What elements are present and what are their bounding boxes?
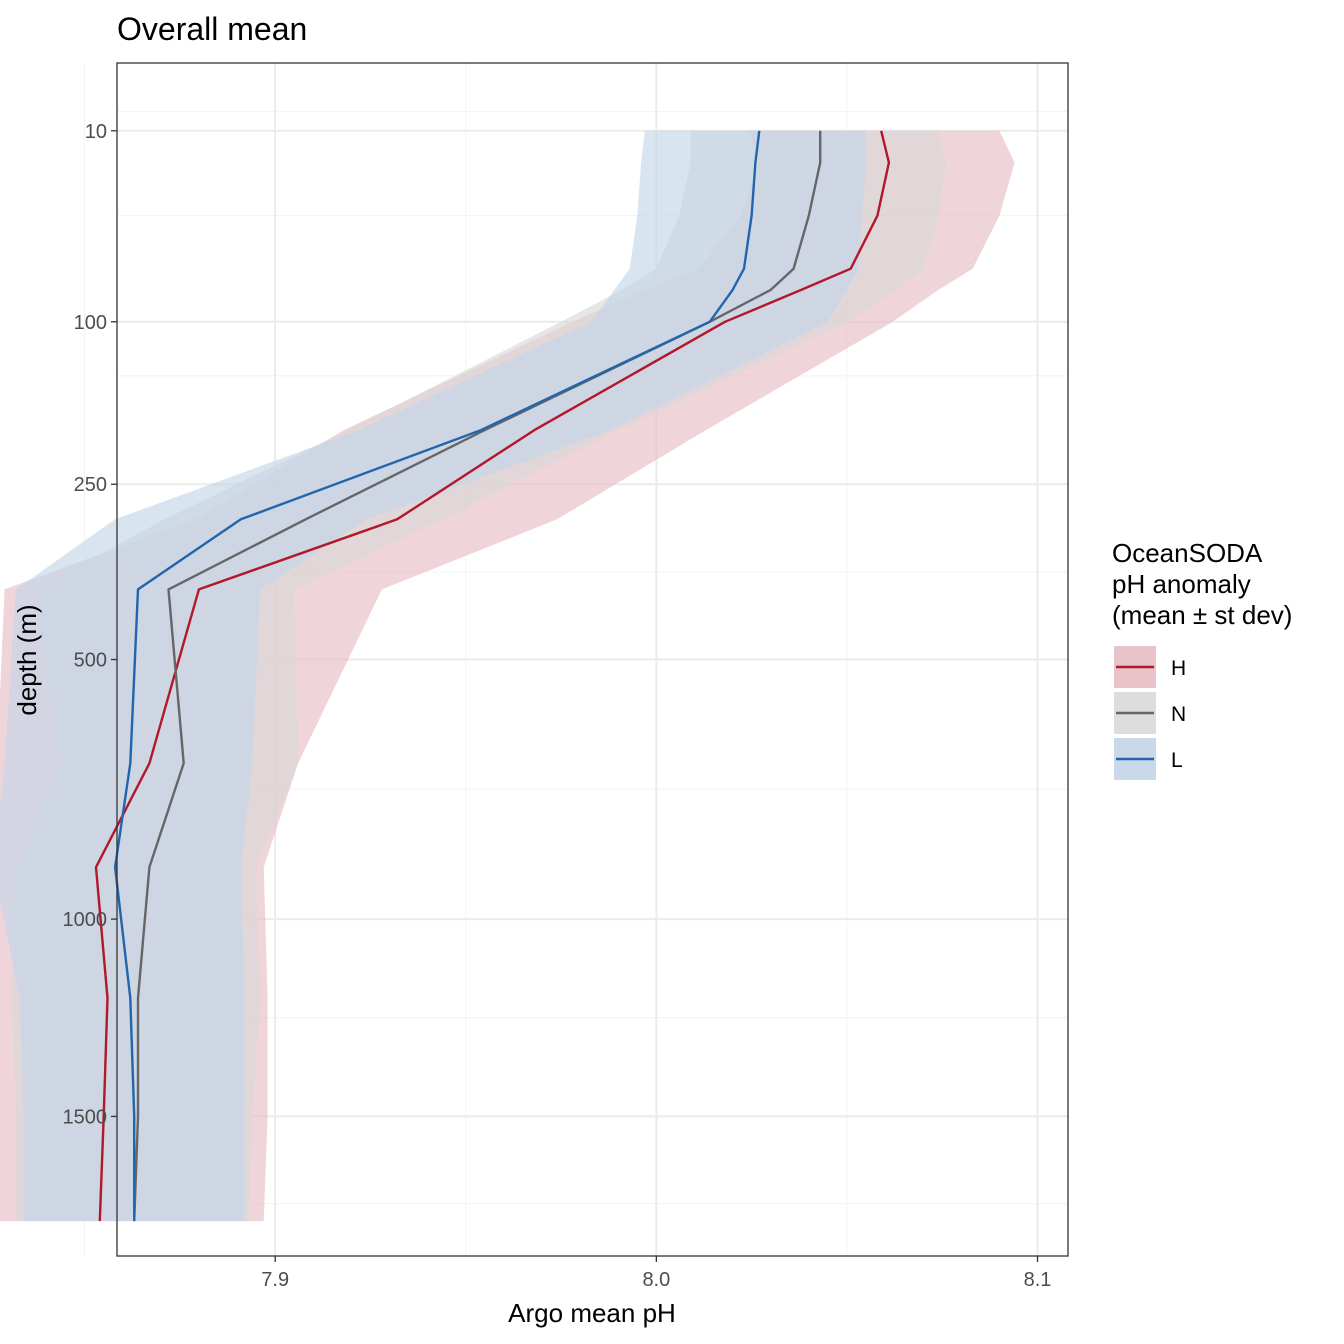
x-tick-label-0: 7.9 <box>261 1269 289 1291</box>
series-lines <box>94 130 891 1222</box>
y-tick-label-4: 1000 <box>63 909 108 931</box>
legend-title-line-0: OceanSODA <box>1112 538 1263 568</box>
y-tick-label-0: 10 <box>85 121 107 143</box>
x-tick-label-1: 8.0 <box>642 1269 670 1291</box>
y-tick-label-2: 250 <box>74 474 107 496</box>
line-N <box>133 130 822 1222</box>
y-axis-title: depth (m) <box>12 604 42 715</box>
legend-label-H: H <box>1171 657 1186 680</box>
legend-label-N: N <box>1171 703 1186 726</box>
ribbon-N <box>12 130 946 1222</box>
x-axis-title: Argo mean pH <box>508 1298 676 1328</box>
y-axis: 10 100 250 500 1000 1500 <box>63 121 117 1128</box>
ribbon-L <box>0 130 866 1222</box>
legend-label-L: L <box>1171 749 1183 772</box>
legend-title-line-1: pH anomaly <box>1112 569 1251 599</box>
y-tick-label-5: 1500 <box>63 1106 108 1128</box>
y-tick-label-3: 500 <box>74 650 107 672</box>
legend-title-line-2: (mean ± st dev) <box>1112 600 1292 630</box>
ribbons <box>0 130 1015 1222</box>
x-axis: 7.9 8.0 8.1 <box>261 1256 1051 1291</box>
chart-title: Overall mean <box>117 11 307 47</box>
line-H <box>94 130 891 1222</box>
line-L <box>113 130 761 1222</box>
x-tick-label-2: 8.1 <box>1024 1269 1052 1291</box>
y-tick-label-1: 100 <box>74 312 107 334</box>
